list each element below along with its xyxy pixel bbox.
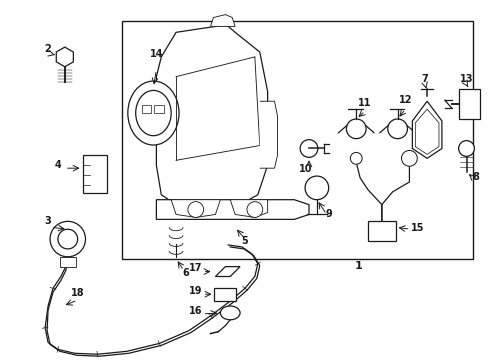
Bar [122,21,472,259]
Bar [214,288,236,301]
Text: 16: 16 [189,306,202,316]
Polygon shape [411,101,441,158]
Text: 6: 6 [182,269,189,279]
Polygon shape [156,200,308,219]
Bar [154,105,164,113]
Circle shape [187,202,203,217]
Polygon shape [230,200,267,217]
Ellipse shape [127,81,179,145]
Text: 11: 11 [358,98,371,108]
Circle shape [50,221,85,257]
Text: 12: 12 [398,95,411,105]
Ellipse shape [136,90,171,136]
Circle shape [346,119,366,139]
Text: 8: 8 [471,172,478,182]
Text: 10: 10 [299,164,312,174]
Text: 2: 2 [44,44,51,54]
Text: 18: 18 [71,288,84,298]
Bar [142,105,151,113]
Ellipse shape [220,306,240,320]
Text: 14: 14 [149,49,163,59]
Polygon shape [259,101,277,168]
Polygon shape [156,24,267,204]
Circle shape [349,152,362,164]
Bar [367,221,395,241]
Text: 7: 7 [421,73,427,84]
Text: 19: 19 [189,286,202,296]
Circle shape [458,141,473,156]
Bar [60,257,76,267]
Circle shape [300,140,317,157]
Polygon shape [171,200,220,217]
Bar [458,89,479,119]
Text: 13: 13 [459,73,472,84]
Circle shape [58,229,78,249]
Circle shape [246,202,262,217]
Text: 5: 5 [241,236,248,246]
Text: 15: 15 [410,223,423,233]
Circle shape [401,150,416,166]
Bar [82,156,107,193]
Text: 9: 9 [325,210,331,219]
Text: 3: 3 [44,216,51,226]
Circle shape [387,119,407,139]
Polygon shape [215,267,240,276]
Text: 17: 17 [189,262,202,273]
Polygon shape [210,15,235,26]
Text: 4: 4 [55,160,61,170]
Polygon shape [414,109,438,154]
Circle shape [305,176,328,200]
Text: 1: 1 [354,261,361,271]
